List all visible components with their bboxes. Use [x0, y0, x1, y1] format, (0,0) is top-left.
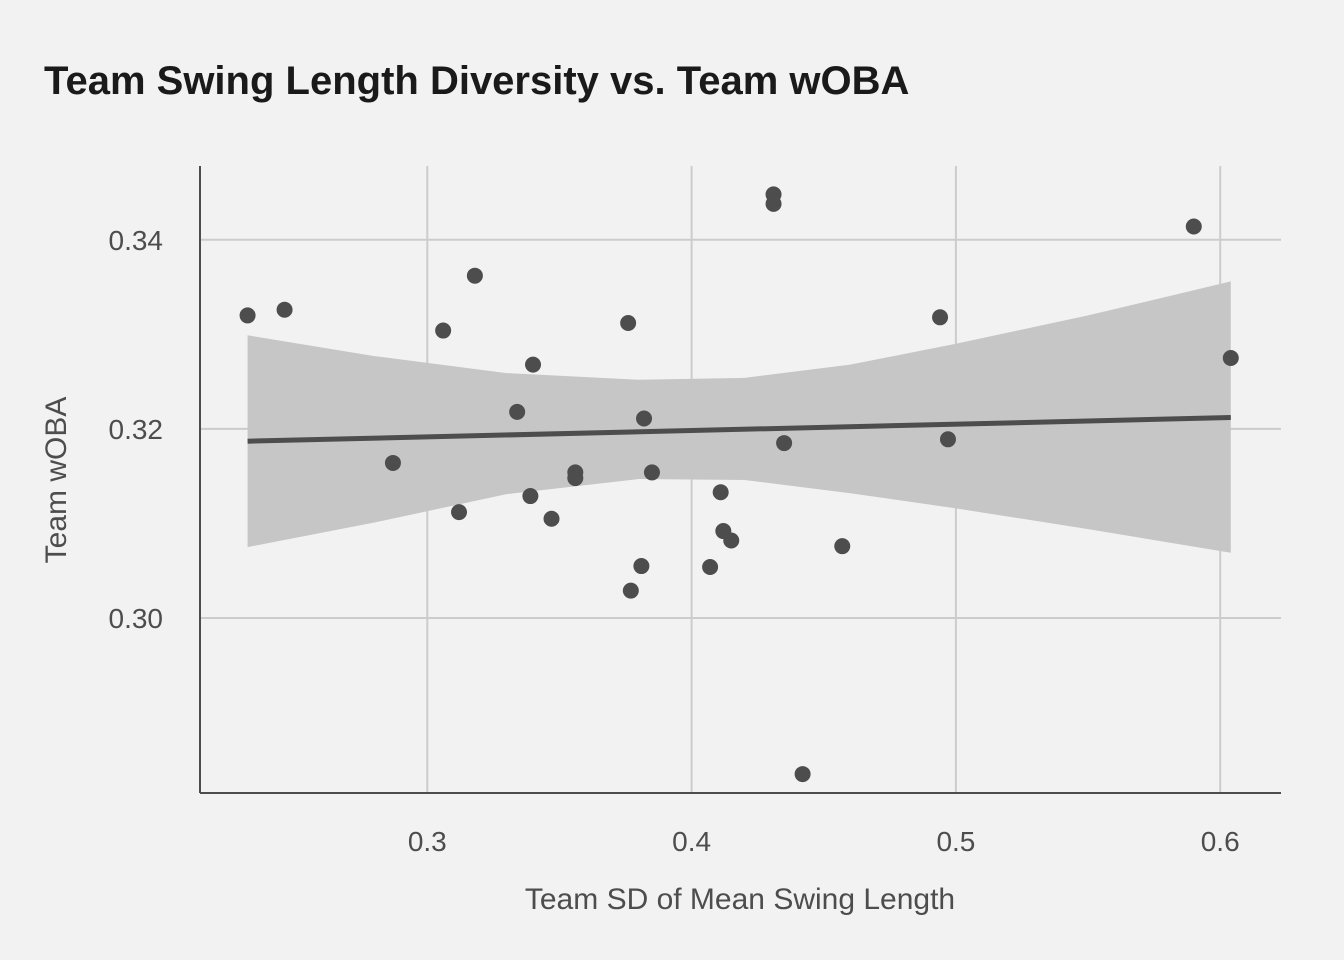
- data-points: [239, 186, 1239, 783]
- data-point-5: [466, 267, 483, 284]
- data-point-25: [834, 538, 851, 555]
- chart-title: Team Swing Length Diversity vs. Team wOB…: [44, 59, 909, 103]
- confidence-band-layer: [247, 281, 1231, 553]
- x-tick-labels: 0.3 0.4 0.5 0.6: [408, 826, 1240, 857]
- x-tick-label-0: 0.3: [408, 826, 447, 857]
- data-point-23: [776, 435, 793, 452]
- data-point-20: [723, 532, 740, 549]
- y-tick-label-0: 0.30: [109, 603, 164, 634]
- data-point-6: [509, 403, 526, 420]
- y-tick-label-1: 0.32: [109, 414, 164, 445]
- data-point-9: [543, 510, 560, 527]
- data-point-4: [451, 504, 468, 521]
- data-point-15: [636, 410, 653, 427]
- data-point-26: [932, 309, 949, 326]
- data-point-8: [525, 356, 542, 373]
- trend-line: [247, 415, 1231, 444]
- data-point-18: [712, 484, 729, 501]
- data-point-7: [522, 488, 539, 505]
- y-tick-label-2: 0.34: [109, 225, 164, 256]
- confidence-band: [247, 281, 1231, 553]
- trend-line-layer: [247, 415, 1231, 444]
- data-point-3: [435, 322, 452, 339]
- x-tick-label-3: 0.6: [1201, 826, 1240, 857]
- data-point-14: [633, 558, 650, 575]
- data-point-28: [1185, 218, 1202, 235]
- data-point-12: [620, 314, 637, 331]
- data-point-24: [794, 766, 811, 783]
- y-tick-labels: 0.30 0.32 0.34: [109, 225, 164, 634]
- data-point-0: [239, 307, 256, 324]
- y-axis-label: Team wOBA: [40, 397, 73, 564]
- x-tick-label-2: 0.5: [936, 826, 975, 857]
- data-point-11: [567, 470, 584, 487]
- data-point-29: [1222, 349, 1239, 366]
- data-point-2: [384, 454, 401, 471]
- data-point-16: [643, 464, 660, 481]
- x-tick-label-1: 0.4: [672, 826, 711, 857]
- data-point-22: [765, 195, 782, 212]
- data-point-27: [939, 431, 956, 448]
- x-axis-label: Team SD of Mean Swing Length: [525, 883, 955, 916]
- data-point-13: [622, 582, 639, 599]
- data-point-17: [702, 558, 719, 575]
- data-point-1: [276, 301, 293, 318]
